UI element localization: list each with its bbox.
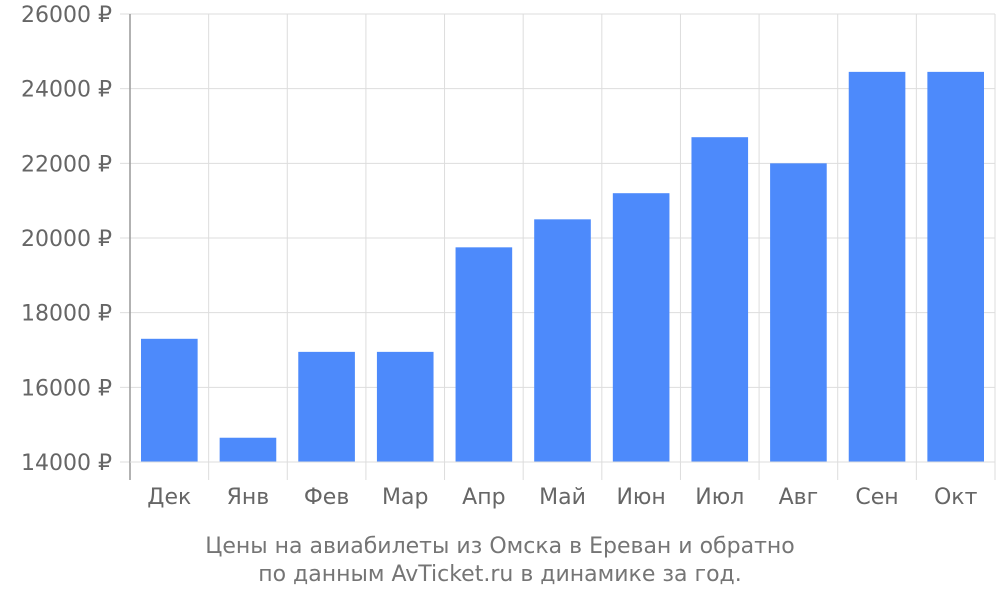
x-tick-label: Дек (147, 485, 191, 510)
bar (376, 351, 434, 462)
bar (848, 71, 906, 462)
bar (455, 247, 513, 462)
x-tick-label: Мар (382, 485, 428, 510)
y-tick-label: 14000 ₽ (21, 451, 112, 476)
x-tick-label: Июл (695, 485, 744, 510)
bar (534, 219, 591, 462)
y-tick-label: 26000 ₽ (21, 3, 112, 28)
y-tick-label: 24000 ₽ (21, 78, 112, 103)
x-tick-label: Фев (304, 485, 349, 510)
bars (141, 71, 984, 463)
grid (130, 13, 996, 480)
axes (120, 13, 995, 480)
chart-caption-line-1: Цены на авиабилеты из Омска в Ереван и о… (205, 534, 795, 559)
x-tick-label: Окт (934, 485, 978, 510)
bar (612, 193, 670, 462)
x-tick-label: Май (539, 485, 586, 510)
y-tick-label: 16000 ₽ (21, 376, 112, 401)
x-tick-label: Авг (779, 485, 819, 510)
y-tick-label: 20000 ₽ (21, 227, 112, 252)
chart-caption-line-2: по данным AvTicket.ru в динамике за год. (258, 562, 742, 587)
x-tick-label: Апр (462, 485, 505, 510)
x-tick-label: Янв (227, 485, 270, 510)
y-tick-label: 22000 ₽ (21, 152, 112, 177)
bar (927, 71, 984, 462)
y-tick-label: 18000 ₽ (21, 302, 112, 327)
bar (141, 338, 198, 462)
x-tick-label: Сен (855, 485, 898, 510)
bar (219, 437, 277, 462)
bar (770, 163, 827, 463)
tick-labels: 14000 ₽ 16000 ₽ 18000 ₽ 20000 ₽ 22000 ₽ 24000… (21, 3, 978, 510)
bar (691, 137, 749, 462)
bar (298, 351, 355, 462)
x-tick-label: Июн (616, 485, 665, 510)
